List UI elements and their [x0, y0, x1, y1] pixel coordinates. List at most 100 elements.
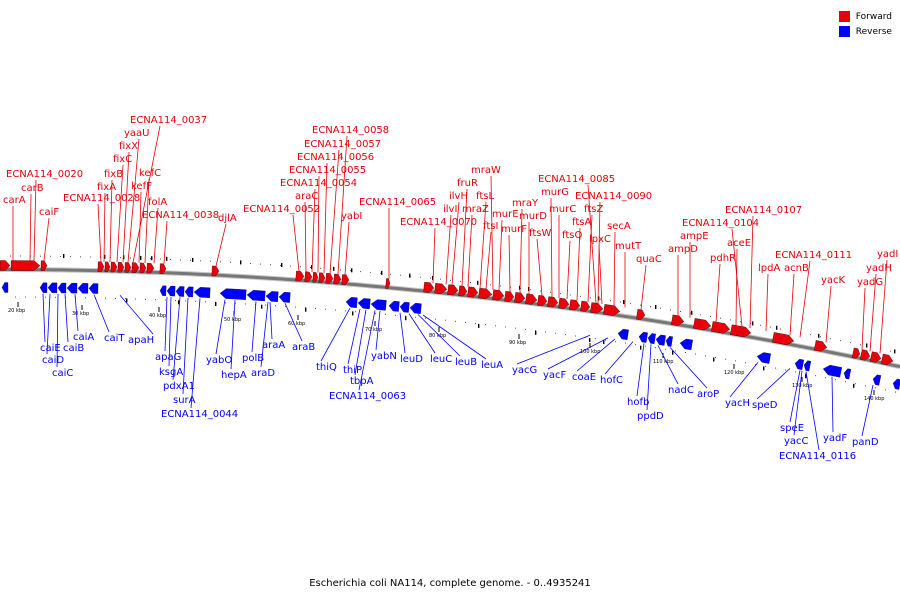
- reverse-gene-label-caie: caiE: [40, 343, 61, 354]
- guide-dot: [630, 303, 631, 305]
- reverse-leader: [375, 310, 381, 351]
- forward-gene-label-ecna114_0055: ECNA114_0055: [289, 165, 366, 176]
- forward-gene-label-djla: djlA: [218, 213, 237, 224]
- guide-dot: [10, 255, 11, 257]
- minor-tick: [519, 285, 521, 290]
- reverse-gene-label-ecna114_0063: ECNA114_0063: [329, 391, 406, 402]
- guide-dot: [290, 265, 291, 267]
- forward-gene-arrow: [10, 260, 41, 271]
- reverse-gene-arrow: [246, 290, 266, 302]
- forward-leader: [576, 227, 581, 301]
- kbp-tick-label: 140 kbp: [864, 396, 884, 402]
- forward-gene-label-yadg: yadG: [857, 277, 883, 288]
- guide-dot: [865, 385, 866, 387]
- forward-gene-label-cara: carA: [3, 195, 26, 206]
- forward-leader: [33, 179, 37, 261]
- reverse-leader: [320, 308, 351, 362]
- reverse-leader: [42, 293, 46, 343]
- forward-leader: [735, 248, 738, 326]
- reverse-gene-label-yadf: yadF: [823, 433, 847, 444]
- forward-gene-label-ftsi: ftsI: [483, 221, 498, 232]
- reverse-gene-arrow: [88, 283, 99, 294]
- guide-dot: [805, 373, 806, 375]
- reverse-leader: [793, 370, 803, 436]
- kbp-tick-label: 70 kbp: [365, 327, 382, 333]
- forward-leader: [337, 135, 348, 275]
- reverse-gene-label-ppdd: ppdD: [637, 411, 664, 422]
- guide-dot: [495, 325, 496, 327]
- kbp-tick-label: 90 kbp: [509, 340, 526, 346]
- guide-dot: [225, 302, 226, 304]
- reverse-gene-label-leub: leuB: [455, 357, 477, 368]
- reverse-leader: [636, 343, 645, 397]
- guide-dot: [70, 256, 71, 258]
- forward-gene-arrow: [558, 297, 570, 309]
- guide-dot: [185, 300, 186, 302]
- reverse-gene-arrow: [679, 338, 693, 351]
- reverse-leader: [46, 293, 51, 355]
- minor-tick: [178, 300, 180, 305]
- guide-dot: [850, 342, 851, 344]
- forward-gene-label-ftsa: ftsA: [572, 217, 591, 228]
- guide-dot: [600, 298, 601, 300]
- forward-gene-label-ecna114_0070: ECNA114_0070: [400, 217, 477, 228]
- guide-dot: [385, 313, 386, 315]
- forward-gene-label-ilvh: ilvH: [449, 191, 468, 202]
- guide-dot: [810, 334, 811, 336]
- guide-dot: [470, 282, 471, 283]
- minor-tick: [305, 307, 307, 312]
- kbp-ticks: 20 kbp 30 kbp 40 kbp 50 kbp 60 kbp 70 kbp 80 k…: [8, 302, 884, 402]
- guide-dot: [165, 299, 166, 301]
- forward-gene-arrow: [504, 291, 515, 302]
- guide-dot: [540, 290, 541, 292]
- reverse-gene-arrow: [39, 282, 48, 293]
- kbp-tick-label: 80 kbp: [429, 333, 446, 339]
- forward-leader: [879, 259, 888, 354]
- reverse-gene-label-hofc: hofC: [600, 375, 623, 386]
- guide-dot: [780, 328, 781, 330]
- forward-gene-label-mraw: mraW: [471, 165, 501, 176]
- forward-gene-label-ecna114_0107: ECNA114_0107: [725, 205, 802, 216]
- guide-dot: [105, 297, 106, 299]
- forward-gene-label-murg: murG: [541, 187, 569, 198]
- guide-dot: [740, 321, 741, 323]
- reverse-gene-label-yacc: yacC: [784, 436, 809, 447]
- guide-dot: [375, 312, 376, 314]
- forward-gene-arrow: [636, 309, 646, 320]
- minor-tick: [352, 311, 354, 316]
- reverse-leader: [168, 296, 172, 367]
- forward-leader: [445, 214, 452, 285]
- reverse-gene-arrow: [159, 285, 167, 296]
- forward-gene-label-ecna114_0020: ECNA114_0020: [6, 169, 83, 180]
- reverse-leader: [74, 294, 79, 332]
- guide-dot: [545, 331, 546, 333]
- guide-dot: [415, 316, 416, 318]
- reverse-leader: [172, 297, 181, 381]
- guide-dot: [220, 261, 221, 263]
- guide-dot: [360, 271, 361, 273]
- guide-dot: [315, 308, 316, 309]
- guide-dot: [610, 300, 611, 302]
- forward-leader: [292, 214, 300, 272]
- guide-dot: [90, 256, 91, 258]
- guide-dot: [605, 339, 606, 341]
- guide-dot: [245, 303, 246, 305]
- guide-dot: [55, 296, 56, 298]
- minor-tick: [311, 265, 313, 270]
- forward-gene-arrow: [514, 292, 526, 304]
- reverse-gene-arrow: [843, 368, 852, 380]
- forward-gene-arrow: [869, 351, 882, 363]
- forward-leader: [789, 273, 795, 336]
- forward-gene-label-pdhr: pdhR: [710, 253, 736, 264]
- forward-gene-arrow: [859, 349, 871, 361]
- reverse-gene-label-leud: leuD: [400, 354, 423, 365]
- forward-leader: [519, 208, 523, 293]
- reverse-leader: [119, 294, 154, 335]
- guide-dot: [80, 256, 81, 258]
- guide-dot: [335, 309, 336, 311]
- reverse-gene-arrow: [66, 282, 78, 294]
- forward-gene-arrow: [131, 262, 140, 273]
- guide-dot: [150, 258, 151, 260]
- forward-leader: [467, 214, 473, 287]
